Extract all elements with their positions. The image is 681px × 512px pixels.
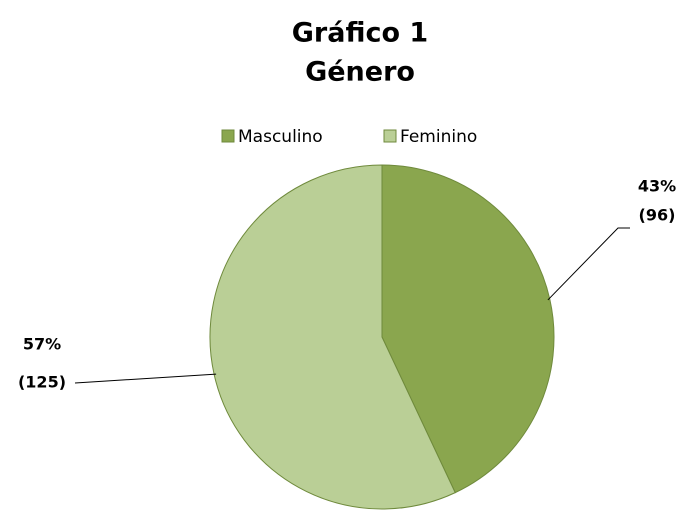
legend-label: Feminino [400, 127, 477, 147]
data-label: (125) [18, 373, 66, 392]
pie-slice [381, 164, 555, 494]
data-label: 43% [638, 177, 676, 196]
chart-title: Género [305, 57, 415, 88]
data-label: 57% [23, 335, 61, 354]
leader-line [74, 373, 217, 384]
legend-label: Masculino [238, 127, 323, 147]
legend-swatch [221, 129, 235, 143]
data-label: (96) [639, 206, 676, 225]
chart-title: Gráfico 1 [292, 18, 428, 49]
leader-line [547, 227, 630, 301]
legend-swatch [383, 129, 397, 143]
